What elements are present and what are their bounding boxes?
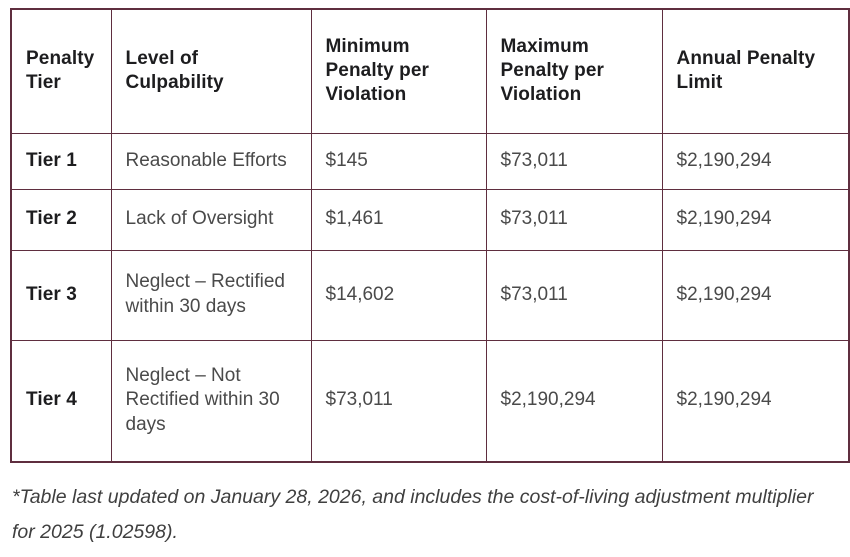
table-body: Tier 1 Reasonable Efforts $145 $73,011 $…	[10, 132, 850, 463]
table-footnote: *Table last updated on January 28, 2026,…	[12, 486, 814, 544]
max-penalty-cell: $73,011	[485, 132, 663, 190]
max-penalty-cell: $73,011	[485, 249, 663, 341]
min-penalty-cell: $1,461	[310, 188, 487, 251]
table-row-tier-3: Tier 3 Neglect – Rectified within 30 day…	[10, 249, 850, 341]
table-row-tier-1: Tier 1 Reasonable Efforts $145 $73,011 $…	[10, 132, 850, 190]
culpability-cell: Neglect – Rectified within 30 days	[110, 249, 312, 341]
min-penalty-cell: $14,602	[310, 249, 487, 341]
annual-limit-cell: $2,190,294	[661, 132, 850, 190]
culpability-cell: Neglect – Not Rectified within 30 days	[110, 339, 312, 463]
tier-cell: Tier 3	[10, 249, 112, 341]
tier-cell: Tier 4	[10, 339, 112, 463]
penalty-tier-table: Penalty Tier Level of Culpability Minimu…	[10, 8, 850, 463]
annual-limit-cell: $2,190,294	[661, 249, 850, 341]
culpability-cell: Reasonable Efforts	[110, 132, 312, 190]
max-penalty-cell: $73,011	[485, 188, 663, 251]
min-penalty-cell: $73,011	[310, 339, 487, 463]
column-header-penalty-tier: Penalty Tier	[10, 8, 112, 134]
column-header-minimum-penalty: Minimum Penalty per Violation	[310, 8, 487, 134]
table-row-tier-2: Tier 2 Lack of Oversight $1,461 $73,011 …	[10, 188, 850, 251]
column-header-level-of-culpability: Level of Culpability	[110, 8, 312, 134]
culpability-cell: Lack of Oversight	[110, 188, 312, 251]
column-header-maximum-penalty: Maximum Penalty per Violation	[485, 8, 663, 134]
table-row-tier-4: Tier 4 Neglect – Not Rectified within 30…	[10, 339, 850, 463]
min-penalty-cell: $145	[310, 132, 487, 190]
header-row: Penalty Tier Level of Culpability Minimu…	[10, 8, 850, 134]
annual-limit-cell: $2,190,294	[661, 339, 850, 463]
max-penalty-cell: $2,190,294	[485, 339, 663, 463]
annual-limit-cell: $2,190,294	[661, 188, 850, 251]
table-header: Penalty Tier Level of Culpability Minimu…	[10, 8, 850, 134]
column-header-annual-limit: Annual Penalty Limit	[661, 8, 850, 134]
tier-cell: Tier 2	[10, 188, 112, 251]
tier-cell: Tier 1	[10, 132, 112, 190]
